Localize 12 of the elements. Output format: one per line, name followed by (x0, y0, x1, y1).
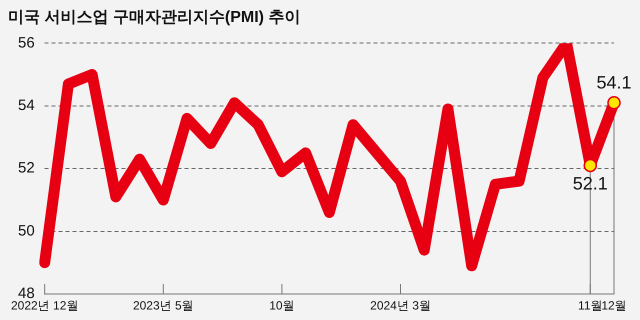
x-tick-label: 12월 (601, 298, 627, 312)
y-tick-label: 52 (18, 160, 35, 177)
chart-title: 미국 서비스업 구매자관리지수(PMI) 추이 (8, 9, 300, 26)
data-label: 54.1 (596, 72, 632, 93)
x-tick-label: 2024년 3월 (370, 298, 431, 312)
y-tick-label: 56 (18, 34, 35, 52)
x-tick-label: 10월 (269, 298, 295, 312)
y-tick-label: 50 (18, 222, 35, 240)
y-tick-label: 54 (18, 97, 35, 114)
data-label: 52.1 (572, 173, 608, 194)
x-tick-label: 2023년 5월 (132, 298, 194, 312)
x-tick-label: 11월 (578, 298, 603, 312)
